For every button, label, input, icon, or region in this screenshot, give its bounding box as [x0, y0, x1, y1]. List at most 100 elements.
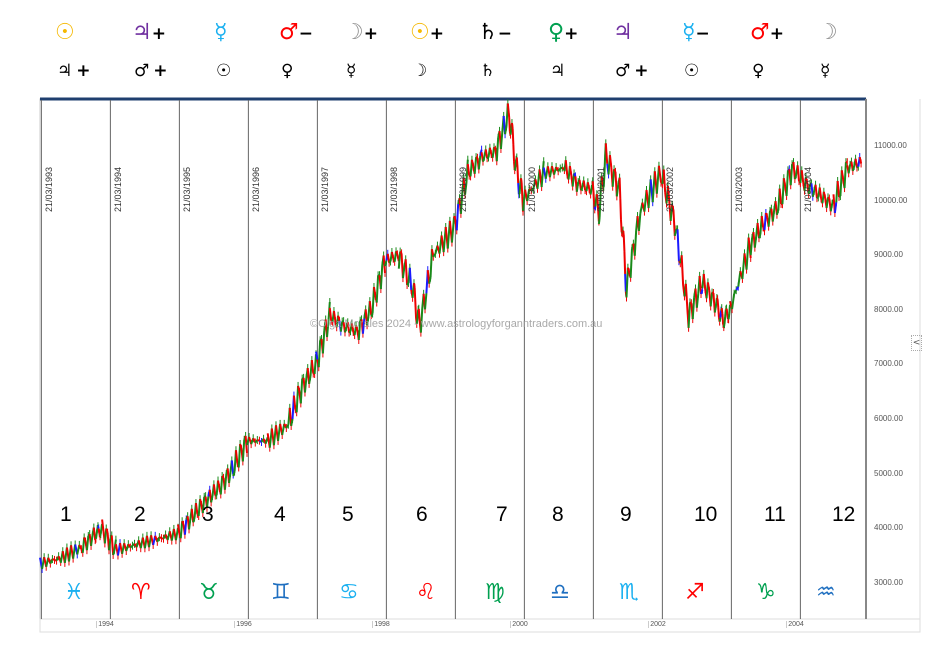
planet-symbol-bottom: ♀ [281, 63, 297, 80]
planet-glyph-icon: ☿ [820, 61, 831, 81]
date-label: 21/03/2001 [596, 166, 607, 212]
house-number: 7 [496, 503, 508, 526]
collapse-panel-button[interactable]: < [911, 335, 922, 351]
price-segment [375, 275, 380, 303]
y-tick-label: 5000.00 [874, 468, 903, 478]
planet-symbol-top: ♄− [478, 22, 512, 44]
planet-symbol-top: ☽+ [344, 22, 378, 44]
y-tick-label: 8000.00 [874, 304, 903, 314]
planet-glyph-icon: ♂ [750, 20, 770, 45]
price-segment [672, 210, 676, 236]
x-tick-label: 1998 [372, 621, 390, 628]
planet-symbol-top: ☉ [55, 22, 75, 44]
house-number: 12 [832, 503, 856, 526]
date-label: 21/03/1995 [182, 166, 193, 212]
house-number: 5 [342, 503, 354, 526]
planet-symbol-top: ♂− [279, 22, 313, 44]
planet-glyph-icon: ♄ [478, 20, 498, 45]
x-tick-label: 2004 [786, 621, 804, 628]
price-segment [419, 308, 424, 333]
aspect-sign: + [429, 24, 444, 44]
aspect-sign: + [564, 24, 579, 44]
planet-glyph-icon: ☿ [214, 20, 228, 45]
aspect-sign: − [695, 24, 710, 44]
planet-glyph-icon: ☉ [410, 20, 430, 45]
aspect-sign: + [634, 61, 649, 81]
price-segment [687, 302, 691, 328]
x-tick-label: 2002 [648, 621, 666, 628]
planet-symbol-bottom: ♃ + [57, 63, 91, 80]
planet-glyph-icon: ☽ [818, 20, 838, 45]
zodiac-sign-icon: ♐︎ [685, 580, 705, 605]
date-label: 21/03/1993 [44, 166, 55, 212]
price-segment [676, 229, 680, 262]
planet-symbol-bottom: ♃ [550, 63, 569, 80]
price-segment [299, 378, 304, 404]
house-number: 11 [764, 503, 786, 526]
price-segment [785, 170, 789, 197]
planet-glyph-icon: ♀ [548, 20, 565, 45]
planet-glyph-icon: ♃ [550, 61, 566, 81]
planet-glyph-icon: ♃ [57, 61, 73, 81]
date-label: 21/03/1998 [389, 166, 400, 212]
y-tick-label: 6000.00 [874, 414, 903, 423]
y-tick-label: 10000.00 [874, 195, 908, 205]
date-label: 21/03/2003 [734, 166, 745, 212]
price-segment [843, 162, 847, 189]
price-segment [680, 255, 685, 285]
house-number: 9 [620, 503, 632, 526]
x-tick-label: 2000 [510, 621, 528, 628]
house-number: 3 [202, 503, 214, 526]
date-label: 21/03/1994 [113, 166, 124, 212]
planet-glyph-icon: ♂ [279, 20, 299, 45]
price-segment [429, 249, 433, 278]
planet-symbol-bottom: ♂ + [134, 63, 168, 80]
planet-glyph-icon: ☉ [55, 20, 75, 45]
planet-glyph-icon: ☽ [412, 61, 428, 81]
zodiac-sign-icon: ♌︎ [416, 580, 436, 605]
planet-glyph-icon: ☉ [684, 61, 700, 81]
planet-symbol-top: ♃ [613, 22, 633, 44]
planet-symbol-bottom: ♂ + [615, 63, 649, 80]
price-segment [540, 161, 545, 188]
planet-glyph-icon: ♂ [615, 61, 631, 81]
house-number: 10 [694, 503, 718, 526]
aspect-sign: + [151, 24, 166, 44]
planet-symbol-top: ☽ [818, 22, 838, 44]
date-label: 21/03/2002 [665, 166, 676, 212]
date-label: 21/03/1997 [320, 166, 331, 212]
x-tick-label: 1994 [96, 621, 114, 628]
house-number: 4 [274, 503, 286, 526]
x-tick-label: 1996 [234, 621, 252, 628]
planet-glyph-icon: ♃ [613, 20, 633, 45]
planet-glyph-icon: ☽ [344, 20, 364, 45]
y-tick-label: 7000.00 [874, 359, 903, 369]
aspect-sign: − [298, 24, 313, 44]
planet-symbol-bottom: ☿ [820, 63, 834, 80]
planet-symbol-bottom: ♀ [752, 63, 768, 80]
price-segment [404, 259, 409, 286]
house-number: 8 [552, 503, 564, 526]
house-number: 6 [416, 503, 428, 526]
y-tick-label: 3000.00 [874, 577, 903, 587]
planet-symbol-top: ☿ [214, 22, 228, 44]
zodiac-sign-icon: ♊︎ [271, 580, 291, 605]
aspect-sign: − [497, 24, 512, 44]
aspect-sign: + [363, 24, 378, 44]
planet-symbol-bottom: ☉ [216, 63, 235, 80]
planet-glyph-icon: ♀ [281, 61, 294, 81]
house-number: 1 [60, 503, 72, 526]
planet-glyph-icon: ☉ [216, 61, 232, 81]
planet-symbol-top: ♀+ [548, 22, 578, 44]
planet-symbol-bottom: ☿ [346, 63, 360, 80]
price-segment [625, 267, 629, 298]
date-label: 21/03/1999 [458, 166, 469, 212]
y-tick-label: 4000.00 [874, 523, 903, 533]
planet-symbol-bottom: ♄ [480, 63, 499, 80]
planet-glyph-icon: ♄ [480, 61, 496, 81]
date-label: 21/03/2000 [527, 166, 538, 212]
planet-glyph-icon: ♃ [132, 20, 152, 45]
y-tick-label: 11000.00 [874, 141, 907, 150]
zodiac-sign-icon: ♓︎ [64, 580, 84, 605]
